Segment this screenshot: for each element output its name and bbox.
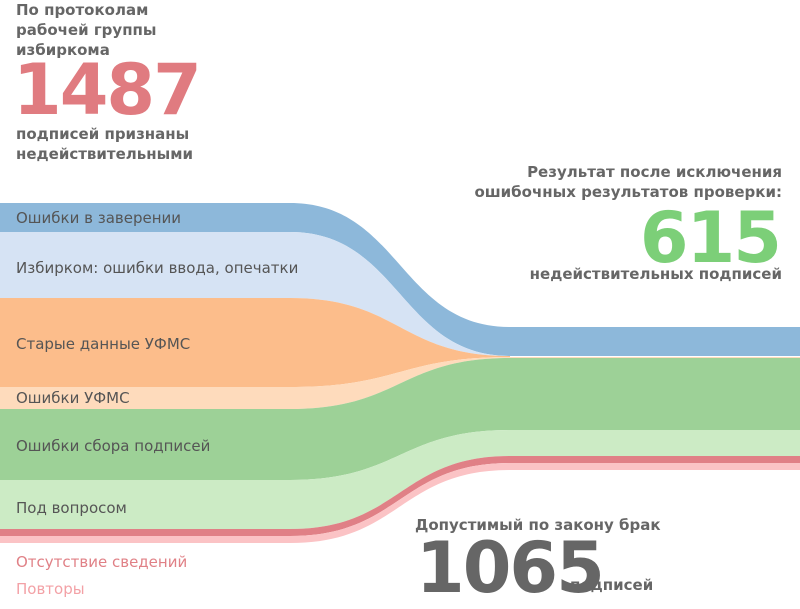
right-heading-line-1: Результат после исключения: [527, 163, 782, 181]
right-caption: недействительных подписей: [529, 265, 782, 283]
right-heading: Результат после исключения ошибочных рез…: [474, 162, 782, 202]
flow-band-missing-info: [0, 456, 800, 536]
left-heading: По протоколам рабочей группы избиркома: [16, 0, 157, 60]
label-duplicates: Повторы: [16, 580, 85, 598]
bottom-caption: подписей: [570, 576, 654, 594]
label-missing-info: Отсутствие сведений: [16, 553, 188, 571]
flow-band-old-fms-data: [0, 298, 510, 387]
left-heading-line-1: По протоколам: [16, 1, 149, 19]
label-old-fms-data: Старые данные УФМС: [16, 335, 191, 353]
label-fms-errors: Ошибки УФМС: [16, 389, 130, 407]
left-caption-line-2: недействительными: [16, 145, 193, 163]
flow-band-commission-typos: [0, 232, 510, 356]
label-commission-typos: Избирком: ошибки ввода, опечатки: [16, 259, 299, 277]
allowed-total-number: 1065: [416, 527, 605, 609]
label-collection-errors: Ошибки сбора подписей: [16, 437, 211, 455]
flow-band-questionable: [0, 430, 800, 529]
flow-band-duplicates: [0, 463, 800, 543]
left-heading-line-3: избиркома: [16, 41, 110, 59]
result-total-number: 615: [639, 197, 782, 279]
label-questionable: Под вопросом: [16, 499, 127, 517]
label-certification-errors: Ошибки в заверении: [16, 209, 182, 227]
invalid-total-number: 1487: [13, 49, 202, 131]
flow-band-certification-errors: [0, 203, 800, 356]
right-heading-line-2: ошибочных результатов проверки:: [474, 183, 782, 201]
flow-band-fms-errors: [0, 357, 800, 409]
bottom-heading: Допустимый по закону брак: [415, 516, 661, 534]
flow-band-collection-errors: [0, 358, 800, 480]
left-caption-line-1: подписей признаны: [16, 125, 190, 143]
left-caption: подписей признаны недействительными: [16, 124, 193, 164]
left-heading-line-2: рабочей группы: [16, 21, 157, 39]
